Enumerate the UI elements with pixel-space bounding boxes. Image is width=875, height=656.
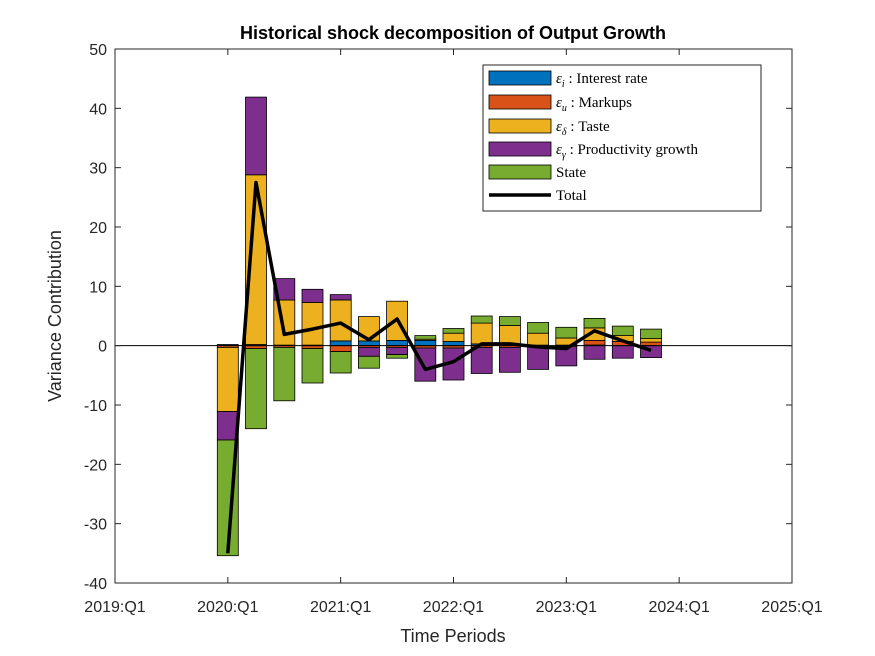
bar-segment-interest-7 bbox=[414, 339, 437, 346]
bar-segment-taste-3 bbox=[301, 301, 324, 346]
x-axis-title: Time Periods bbox=[400, 626, 505, 646]
bar-segment-interest-4 bbox=[329, 340, 352, 346]
y-tick-label: 50 bbox=[89, 42, 107, 59]
legend-label-taste: εδ : Taste bbox=[556, 119, 610, 138]
bars-layer bbox=[216, 96, 662, 557]
legend: εi : Interest rate εu : Markups εδ : Taste… bbox=[482, 64, 762, 212]
bar-segment-interest-6 bbox=[386, 339, 409, 346]
bar-segment-taste-2 bbox=[273, 299, 296, 346]
bar-segment-markups-4 bbox=[329, 345, 352, 353]
total-line-layer bbox=[226, 180, 652, 554]
bar-segment-state-4 bbox=[329, 351, 352, 374]
bar-segment-taste-9 bbox=[470, 322, 493, 345]
bar-segment-state-14 bbox=[611, 325, 634, 337]
y-tick-label: 0 bbox=[98, 339, 107, 356]
bar-segment-productivity-6 bbox=[386, 346, 409, 355]
x-tick-label: 2025:Q1 bbox=[761, 599, 822, 616]
bar-segment-interest-8 bbox=[442, 341, 465, 347]
legend-swatch-state bbox=[488, 164, 552, 180]
y-tick-label: -20 bbox=[84, 457, 107, 474]
bar-segment-state-12 bbox=[555, 326, 578, 339]
legend-label-interest: εi : Interest rate bbox=[556, 71, 648, 90]
legend-label-state: State bbox=[556, 165, 586, 181]
x-tick-label: 2023:Q1 bbox=[536, 599, 597, 616]
bar-segment-state-10 bbox=[498, 316, 521, 326]
bar-segment-taste-15 bbox=[640, 338, 662, 343]
bar-segment-state-11 bbox=[527, 322, 549, 334]
legend-label-markups: εu : Markups bbox=[556, 95, 632, 114]
bar-segment-state-8 bbox=[442, 328, 465, 334]
y-tick-label: -40 bbox=[84, 576, 107, 593]
bar-segment-markups-13 bbox=[583, 339, 606, 346]
x-tick-label: 2022:Q1 bbox=[423, 599, 484, 616]
bar-segment-markups-15 bbox=[640, 341, 662, 347]
bar-segment-productivity-14 bbox=[611, 345, 634, 359]
y-tick-label: -30 bbox=[84, 517, 107, 534]
y-tick-label: 30 bbox=[89, 161, 107, 178]
bar-segment-taste-0 bbox=[216, 346, 239, 412]
legend-box bbox=[482, 64, 762, 212]
bar-segment-productivity-10 bbox=[498, 346, 521, 373]
legend-swatch-markups bbox=[488, 94, 552, 110]
x-tick-label: 2021:Q1 bbox=[310, 599, 371, 616]
bar-segment-productivity-3 bbox=[301, 288, 324, 303]
total-line bbox=[226, 180, 652, 554]
axis-ticks: -40 -30 -20 -10 0 10 20 30 40 50 2019:Q1 2020:Q1 202… bbox=[84, 42, 823, 616]
x-tick-label: 2024:Q1 bbox=[648, 599, 709, 616]
bar-segment-interest-5 bbox=[357, 340, 380, 346]
y-tick-label: 40 bbox=[89, 101, 107, 118]
bar-segment-productivity-1 bbox=[245, 96, 267, 176]
bar-segment-taste-4 bbox=[329, 299, 352, 342]
bar-segment-state-5 bbox=[357, 355, 380, 369]
bar-segment-productivity-11 bbox=[527, 346, 549, 370]
legend-label-total: Total bbox=[556, 188, 587, 204]
bar-segment-taste-10 bbox=[498, 325, 521, 345]
bar-segment-productivity-9 bbox=[470, 346, 493, 374]
chart-title: Historical shock decomposition of Output… bbox=[240, 23, 666, 43]
bar-segment-productivity-12 bbox=[555, 345, 578, 367]
y-axis-title: Variance Contribution bbox=[45, 230, 65, 402]
x-tick-label: 2020:Q1 bbox=[197, 599, 258, 616]
y-tick-label: 20 bbox=[89, 220, 107, 237]
bar-segment-state-15 bbox=[640, 328, 662, 340]
bar-segment-taste-8 bbox=[442, 332, 465, 342]
bar-segment-productivity-4 bbox=[329, 294, 352, 301]
legend-swatch-taste bbox=[488, 118, 552, 134]
bar-segment-productivity-13 bbox=[583, 345, 606, 360]
x-tick-label: 2019:Q1 bbox=[84, 599, 145, 616]
legend-swatch-productivity bbox=[488, 141, 552, 157]
y-tick-label: -10 bbox=[84, 398, 107, 415]
bar-segment-state-13 bbox=[583, 317, 606, 329]
bar-segment-state-9 bbox=[470, 315, 493, 324]
bar-segment-productivity-5 bbox=[357, 346, 380, 357]
y-tick-label: 10 bbox=[89, 279, 107, 296]
bar-segment-productivity-2 bbox=[273, 278, 296, 301]
bar-segment-taste-11 bbox=[527, 332, 549, 346]
bar-segment-state-7 bbox=[414, 335, 437, 340]
bar-segment-state-3 bbox=[301, 348, 324, 384]
bar-segment-productivity-7 bbox=[414, 347, 437, 382]
bar-segment-state-1 bbox=[245, 348, 267, 430]
bar-segment-state-6 bbox=[386, 354, 409, 359]
legend-label-productivity: εγ : Productivity growth bbox=[556, 142, 698, 161]
bar-segment-state-2 bbox=[273, 346, 296, 402]
legend-swatch-interest bbox=[488, 70, 552, 86]
